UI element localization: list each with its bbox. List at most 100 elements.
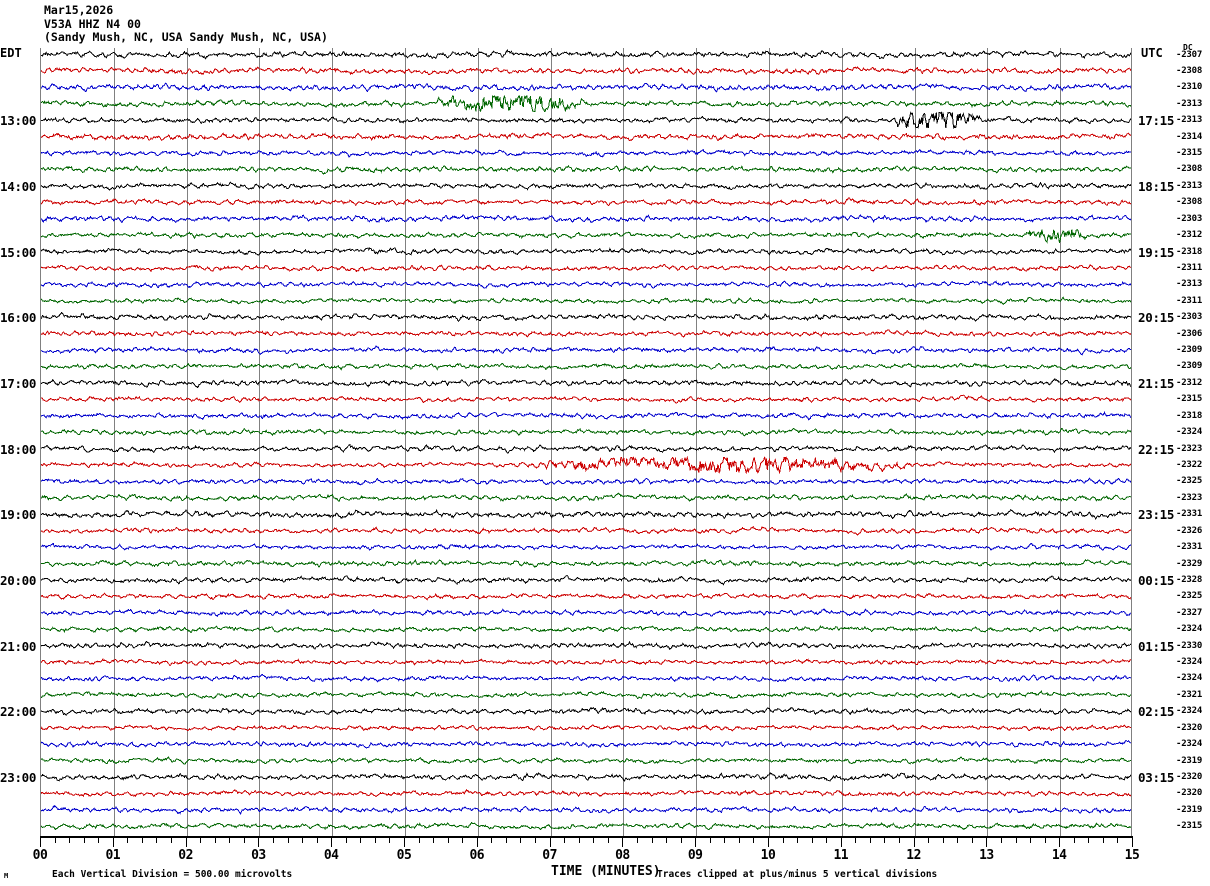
trace-19: [41, 362, 1131, 371]
trace-line-42: [41, 740, 1131, 749]
trace-line-1: [41, 66, 1131, 76]
x-tick: [156, 836, 158, 843]
header-date: Mar15,2026: [44, 3, 114, 17]
x-tick: [1117, 836, 1119, 843]
x-tick-label-01: 01: [105, 848, 121, 863]
left-time-label-36: 21:00: [0, 638, 37, 654]
trace-46: [41, 804, 1131, 815]
header-location: (Sandy Mush, NC, USA Sandy Mush, NC, USA…: [44, 30, 328, 44]
x-tick: [331, 836, 333, 847]
dc-offset-4: -2313: [1176, 115, 1203, 126]
trace-9: [41, 197, 1131, 207]
trace-29: [41, 525, 1131, 536]
x-tick-label-04: 04: [323, 848, 339, 863]
trace-11: [41, 229, 1131, 244]
x-tick: [535, 836, 537, 843]
dc-offset-26: -2325: [1176, 476, 1203, 487]
trace-21: [41, 394, 1131, 404]
trace-38: [41, 673, 1131, 683]
x-tick: [476, 836, 478, 847]
right-time-label-16: 20:15: [1138, 310, 1175, 326]
trace-line-16: [41, 311, 1131, 322]
dc-offset-14: -2313: [1176, 279, 1203, 290]
x-tick: [578, 836, 580, 843]
trace-line-7: [41, 164, 1131, 175]
scale-note: Each Vertical Division = 500.00 microvol…: [52, 869, 293, 880]
x-tick: [505, 836, 507, 843]
x-tick: [462, 836, 464, 843]
x-tick: [447, 836, 449, 843]
grid-line-minute-11: [841, 48, 843, 836]
dc-offset-5: -2314: [1176, 131, 1203, 142]
left-time-label-12: 15:00: [0, 244, 37, 260]
x-tick: [287, 836, 289, 843]
trace-line-43: [41, 756, 1131, 765]
x-tick: [374, 836, 376, 843]
dc-offset-32: -2328: [1176, 574, 1203, 585]
right-time-label-4: 17:15: [1138, 113, 1175, 129]
trace-line-29: [41, 525, 1131, 536]
trace-42: [41, 740, 1131, 749]
x-tick: [127, 836, 129, 843]
dc-offset-7: -2308: [1176, 164, 1203, 175]
x-tick-label-05: 05: [396, 848, 412, 863]
dc-offset-8: -2313: [1176, 180, 1203, 191]
right-time-label-8: 18:15: [1138, 178, 1175, 194]
trace-line-44: [41, 772, 1131, 782]
trace-line-39: [41, 690, 1131, 700]
trace-line-41: [41, 724, 1131, 732]
x-tick: [200, 836, 202, 843]
trace-31: [41, 559, 1131, 569]
dc-offset-10: -2303: [1176, 213, 1203, 224]
x-tick-label-10: 10: [760, 848, 776, 863]
dc-offset-17: -2306: [1176, 328, 1203, 339]
trace-34: [41, 608, 1131, 618]
trace-line-4: [41, 111, 1131, 130]
left-time-label-8: 14:00: [0, 178, 37, 194]
x-tick: [316, 836, 318, 843]
trace-25: [41, 455, 1131, 475]
x-tick: [83, 836, 85, 843]
x-tick: [1088, 836, 1090, 843]
dc-offset-44: -2320: [1176, 771, 1203, 782]
trace-5: [41, 131, 1131, 142]
x-tick: [214, 836, 216, 843]
trace-line-10: [41, 214, 1131, 224]
x-tick-label-14: 14: [1051, 848, 1067, 863]
x-tick: [782, 836, 784, 843]
trace-line-23: [41, 427, 1131, 437]
x-tick: [258, 836, 260, 847]
trace-3: [41, 94, 1131, 113]
corner-mark: M: [4, 872, 9, 880]
clip-note: Traces clipped at plus/minus 5 vertical …: [657, 869, 938, 880]
dc-offset-6: -2315: [1176, 148, 1203, 159]
trace-line-25: [41, 455, 1131, 475]
x-tick-label-12: 12: [906, 848, 921, 863]
trace-7: [41, 164, 1131, 175]
x-tick: [302, 836, 304, 843]
trace-27: [41, 492, 1131, 502]
grid-line-minute-03: [259, 48, 261, 836]
left-time-label-4: 13:00: [0, 113, 37, 129]
trace-26: [41, 477, 1131, 486]
trace-41: [41, 724, 1131, 732]
x-tick: [1030, 836, 1032, 843]
x-tick: [680, 836, 682, 843]
helicorder-plot[interactable]: [40, 48, 1132, 836]
dc-offset-16: -2303: [1176, 312, 1203, 323]
x-tick-label-06: 06: [469, 848, 485, 863]
dc-offset-42: -2324: [1176, 739, 1203, 750]
x-tick: [389, 836, 391, 843]
trace-line-19: [41, 362, 1131, 371]
dc-offset-25: -2322: [1176, 460, 1203, 470]
x-tick: [404, 836, 405, 847]
trace-28: [41, 508, 1131, 520]
x-axis-baseline: [40, 836, 1132, 838]
x-tick: [141, 836, 143, 843]
x-tick: [1015, 836, 1017, 843]
trace-line-47: [41, 821, 1131, 831]
trace-line-38: [41, 673, 1131, 683]
trace-35: [41, 625, 1131, 634]
x-tick: [1059, 836, 1061, 847]
dc-offset-31: -2329: [1176, 558, 1203, 569]
